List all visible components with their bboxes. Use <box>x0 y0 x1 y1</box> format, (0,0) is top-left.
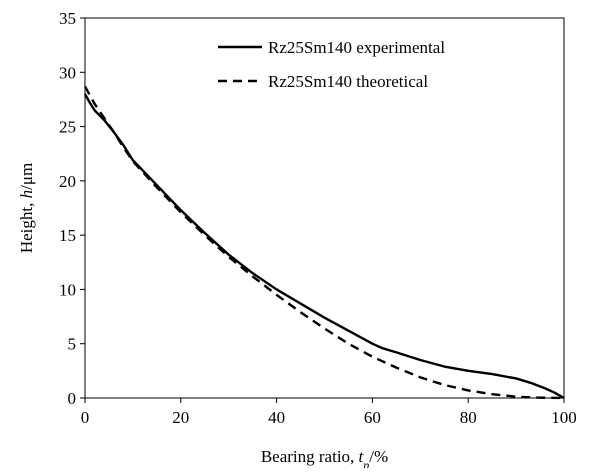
y-tick-label: 25 <box>59 118 76 137</box>
x-tick-label: 80 <box>460 408 477 427</box>
y-tick-label: 20 <box>59 172 76 191</box>
y-tick-label: 30 <box>59 63 76 82</box>
series-line-theoretical <box>83 85 565 400</box>
x-axis-title-part: p <box>362 458 369 468</box>
x-tick-label: 100 <box>551 408 577 427</box>
x-tick-label: 40 <box>268 408 285 427</box>
y-axis-title-part: Height, <box>17 198 36 253</box>
x-axis-title-part: /% <box>369 447 388 466</box>
legend-label: Rz25Sm140 experimental <box>268 38 445 57</box>
y-axis-title-part: /μm <box>17 163 36 190</box>
x-tick-label: 60 <box>364 408 381 427</box>
y-tick-label: 15 <box>59 226 76 245</box>
plot-frame <box>84 17 565 399</box>
x-tick-label: 0 <box>81 408 90 427</box>
x-axis-title-part: Bearing ratio, <box>261 447 359 466</box>
y-tick-label: 0 <box>68 389 77 408</box>
legend-label: Rz25Sm140 theoretical <box>268 72 428 91</box>
y-tick-label: 10 <box>59 280 76 299</box>
x-tick-label: 20 <box>172 408 189 427</box>
y-tick-label: 35 <box>59 9 76 28</box>
y-tick-label: 5 <box>68 335 77 354</box>
series-line-experimental <box>83 93 565 400</box>
x-axis-title-part: t <box>359 447 365 466</box>
x-axis-title: Bearing ratio, tp/% <box>261 447 388 468</box>
y-axis-title-part: h <box>17 190 36 199</box>
y-axis-title: Height, h/μm <box>17 163 36 253</box>
